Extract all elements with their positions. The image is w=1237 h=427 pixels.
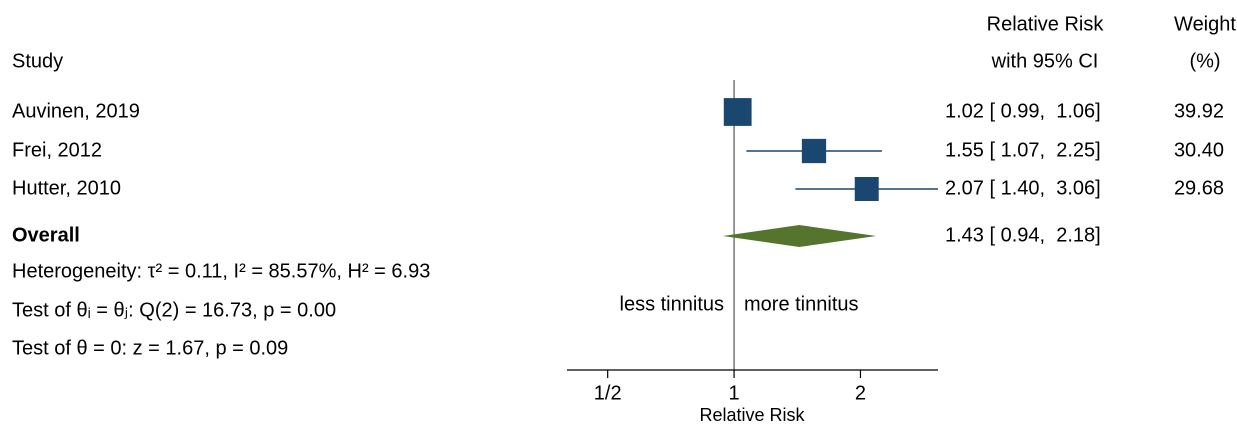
overall-effect-label: 1.43 [ 0.94, 2.18] xyxy=(945,224,1101,246)
header-study: Study xyxy=(12,50,63,72)
x-tick-label: 1/2 xyxy=(594,382,622,404)
study-label: Auvinen, 2019 xyxy=(12,100,140,122)
study-marker xyxy=(854,177,879,201)
annotation: more tinnitus xyxy=(744,293,859,315)
overall-label: Overall xyxy=(12,224,80,246)
note: Test of θ = 0: z = 1.67, p = 0.09 xyxy=(12,337,288,359)
header-weight: Weight xyxy=(1174,13,1236,35)
weight-label: 29.68 xyxy=(1174,177,1224,199)
weight-label: 30.40 xyxy=(1174,139,1224,161)
effect-label: 2.07 [ 1.40, 3.06] xyxy=(945,177,1101,199)
study-marker xyxy=(723,98,752,126)
annotation: less tinnitus xyxy=(620,293,725,315)
x-tick-label: 1 xyxy=(729,382,740,404)
header-weight: (%) xyxy=(1189,50,1220,72)
note: Test of θᵢ = θⱼ: Q(2) = 16.73, p = 0.00 xyxy=(12,299,336,321)
effect-label: 1.55 [ 1.07, 2.25] xyxy=(945,139,1101,161)
header-effect: with 95% CI xyxy=(991,50,1099,72)
header-effect: Relative Risk xyxy=(987,13,1105,35)
overall-diamond xyxy=(722,225,877,247)
study-label: Hutter, 2010 xyxy=(12,177,121,199)
x-tick-label: 2 xyxy=(855,382,866,404)
x-axis-label: Relative Risk xyxy=(699,405,805,425)
weight-label: 39.92 xyxy=(1174,100,1224,122)
study-marker xyxy=(801,138,827,164)
note: Heterogeneity: τ² = 0.11, I² = 85.57%, H… xyxy=(12,260,430,282)
study-label: Frei, 2012 xyxy=(12,139,102,161)
effect-label: 1.02 [ 0.99, 1.06] xyxy=(945,100,1101,122)
